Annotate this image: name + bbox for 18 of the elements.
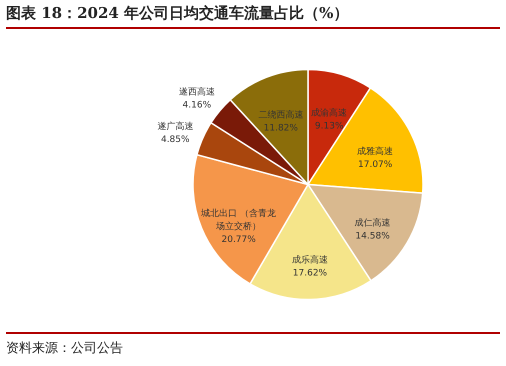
slice-label: 城北出口 （含青龙场立交桥） bbox=[200, 208, 276, 232]
text: 资料来源：公司公告 bbox=[6, 332, 500, 357]
data-label: 14.58% bbox=[355, 232, 390, 242]
data-label: 17.62% bbox=[292, 268, 328, 278]
slice-label: 遂广高速 bbox=[157, 121, 194, 132]
data-label: 4.85% bbox=[160, 135, 190, 146]
slice-label: 成渝高速 bbox=[311, 108, 348, 119]
data-label: 11.82% bbox=[264, 124, 298, 134]
data-label: 20.77% bbox=[221, 235, 256, 246]
slice-label: 成仁高速 bbox=[354, 218, 391, 229]
data-label: 17.07% bbox=[358, 160, 393, 170]
data-label: 9.13% bbox=[314, 122, 344, 132]
data-label: 4.16% bbox=[182, 100, 212, 110]
slice-label: 成乐高速 bbox=[292, 254, 328, 266]
slice-label: 遂西高速 bbox=[178, 86, 215, 98]
chart-title: 图表 18：2024 年公司日均交通车流量占比（%） bbox=[6, 4, 500, 29]
slice-label: 二绕西高速 bbox=[258, 110, 304, 121]
slice-label: 成雅高速 bbox=[357, 146, 394, 158]
